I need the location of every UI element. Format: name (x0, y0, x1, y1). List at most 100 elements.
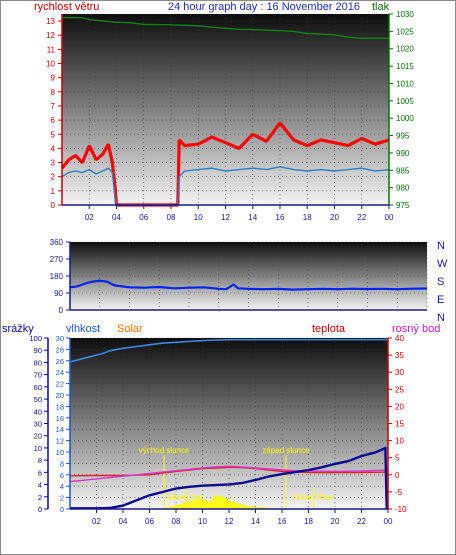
climate-x-tick-label: 04 (119, 517, 128, 526)
direction-panel-series (69, 279, 428, 291)
climate-panel-grid (70, 337, 389, 510)
wind-panel-series (60, 16, 390, 207)
wind-tick-label: 8 (51, 88, 56, 97)
humidity-tick-label: 2 (60, 494, 64, 503)
climate-x-tick-label: 10 (198, 517, 207, 526)
wind-x-tick-label: 14 (248, 213, 257, 222)
pressure-tick-label: 1000 (396, 114, 414, 123)
wind-x-tick-label: 00 (385, 213, 394, 222)
sunset-marker-label: západ slunce (262, 446, 310, 455)
climate-x-tick-label: 18 (304, 517, 313, 526)
wind-panel-background (62, 14, 389, 205)
pressure-tick-label: 990 (396, 149, 410, 158)
wind-tick-label: 1 (51, 187, 56, 196)
rain-tick-label: 100 (29, 334, 42, 343)
rain-tick-label: 0 (38, 505, 42, 514)
pressure-tick-label: 975 (396, 201, 410, 210)
moon-set-marker-label: Moon Set (168, 493, 203, 502)
pressure-tick-label: 1010 (396, 79, 414, 88)
compass-label: S (437, 276, 444, 288)
wind-x-tick-label: 06 (139, 213, 148, 222)
wind-tick-label: 4 (51, 144, 56, 153)
rain-axis-title: srážky (2, 323, 34, 335)
humidity-tick-label: 12 (56, 437, 64, 446)
humidity-tick-label: 26 (56, 357, 64, 366)
humidity-tick-label: 22 (56, 380, 64, 389)
direction-tick-label: 0 (59, 306, 64, 315)
wind-tick-label: 0 (51, 201, 56, 210)
temperature-tick-label: 40 (395, 334, 404, 343)
wind-x-tick-label: 04 (112, 213, 121, 222)
pressure-tick-label: 1025 (396, 27, 414, 36)
humidity-tick-label: 28 (56, 345, 64, 354)
temperature-tick-label: 35 (395, 351, 404, 360)
solar-area (162, 494, 283, 510)
sunrise-marker-label: východ slunce (139, 446, 190, 455)
temperature-tick-label: 25 (395, 385, 404, 394)
climate-x-tick-label: 16 (278, 517, 287, 526)
climate-panel-series: východ slunce západ slunce Moon Set Moon Ri… (69, 338, 389, 510)
wind-tick-label: 6 (51, 116, 56, 125)
wind-tick-label: 13 (46, 17, 55, 26)
climate-x-tick-label: 20 (331, 517, 340, 526)
moon-rise-marker-label: Moon Rise (295, 493, 334, 502)
wind-x-tick-label: 18 (303, 213, 312, 222)
climate-x-tick-label: 02 (92, 517, 101, 526)
pressure-line (61, 16, 389, 39)
temperature-axis-title: teplota (312, 323, 346, 335)
rain-tick-label: 6 (38, 468, 42, 477)
rain-tick-label: 50 (34, 395, 42, 404)
temperature-line (69, 466, 389, 477)
humidity-tick-label: 4 (60, 482, 64, 491)
temperature-tick-label: 30 (395, 368, 404, 377)
pressure-tick-label: 1015 (396, 62, 414, 71)
temperature-tick-label: 20 (395, 402, 404, 411)
wind-tick-label: 12 (46, 31, 55, 40)
direction-panel-background (70, 242, 427, 310)
solar-axis-title: Solar (117, 323, 143, 335)
rain-tick-label: 20 (34, 432, 42, 441)
wind-x-tick-label: 10 (194, 213, 203, 222)
wind-gust-line (60, 121, 390, 207)
temperature-tick-label: 10 (395, 437, 404, 446)
pressure-tick-label: 1005 (396, 97, 414, 106)
humidity-tick-label: 6 (60, 471, 64, 480)
compass-label: N (437, 240, 445, 252)
wind-tick-label: 7 (51, 102, 56, 111)
humidity-tick-label: 10 (56, 448, 64, 457)
rain-tick-label: 10 (34, 444, 42, 453)
climate-x-tick-label: 14 (251, 517, 260, 526)
compass-label: N (437, 312, 445, 324)
humidity-tick-label: 30 (56, 334, 64, 343)
temperature-tick-label: -10 (395, 505, 407, 514)
climate-x-tick-label: 12 (225, 517, 234, 526)
climate-x-tick-label: 00 (384, 517, 393, 526)
pressure-tick-label: 985 (396, 166, 410, 175)
rain-tick-label: 2 (38, 493, 42, 502)
temperature-tick-label: 15 (395, 420, 404, 429)
compass-label: W (437, 258, 448, 270)
rain-tick-label: 40 (34, 407, 42, 416)
wind-tick-label: 10 (46, 60, 55, 69)
humidity-tick-label: 16 (56, 414, 64, 423)
wind-tick-label: 9 (51, 74, 56, 83)
wind-x-tick-label: 16 (276, 213, 285, 222)
rain-tick-label: 4 (38, 481, 42, 490)
rain-tick-label: 70 (34, 371, 42, 380)
rain-tick-label: 80 (34, 358, 42, 367)
rain-tick-label: 90 (34, 346, 42, 355)
pressure-tick-label: 980 (396, 184, 410, 193)
wind-tick-label: 11 (47, 45, 56, 54)
humidity-tick-label: 0 (60, 505, 64, 514)
direction-tick-label: 90 (54, 289, 63, 298)
dew-point-axis-title: rosný bod (392, 323, 440, 335)
temperature-tick-label: 5 (395, 454, 400, 463)
climate-x-tick-label: 08 (172, 517, 181, 526)
wind-axis-title: rychlost větru (34, 1, 99, 13)
humidity-line (69, 338, 388, 363)
wind-tick-label: 5 (51, 130, 56, 139)
direction-tick-label: 270 (50, 255, 64, 264)
